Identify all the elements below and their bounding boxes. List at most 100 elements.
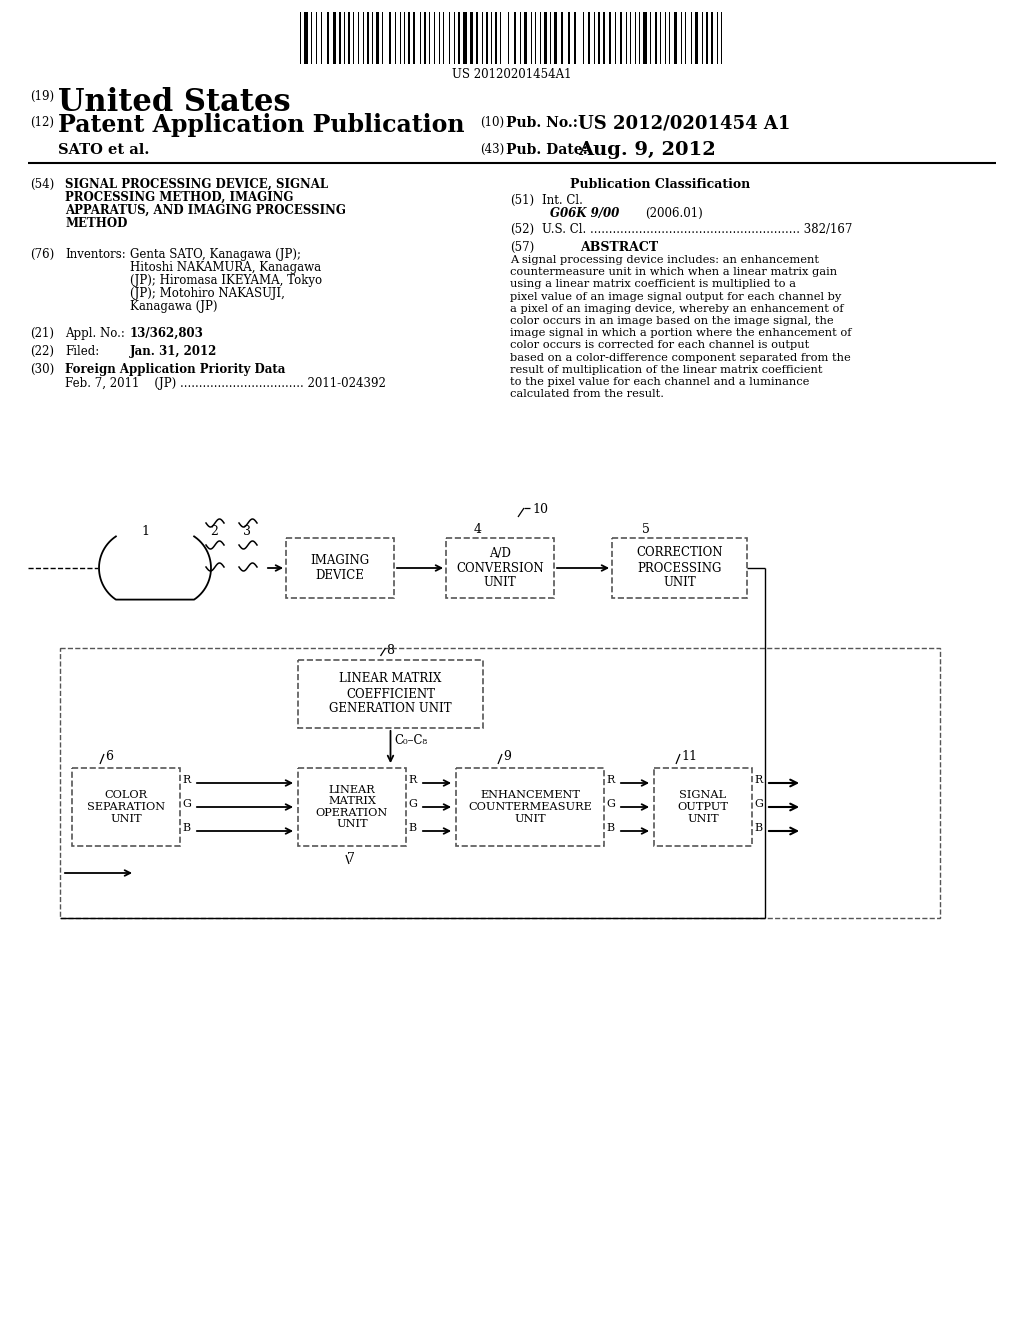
Text: R: R xyxy=(754,775,762,785)
Text: Pub. No.:: Pub. No.: xyxy=(506,116,578,129)
Text: Jan. 31, 2012: Jan. 31, 2012 xyxy=(130,345,217,358)
Bar xyxy=(298,768,406,846)
Text: METHOD: METHOD xyxy=(65,216,127,230)
Bar xyxy=(643,12,647,63)
Bar xyxy=(286,539,394,598)
Text: 6: 6 xyxy=(105,750,113,763)
Text: (21): (21) xyxy=(30,327,54,341)
Bar xyxy=(60,648,940,917)
Bar xyxy=(389,12,391,63)
Text: Kanagawa (JP): Kanagawa (JP) xyxy=(130,300,217,313)
Bar xyxy=(339,12,341,63)
Text: 4: 4 xyxy=(474,523,482,536)
Text: G: G xyxy=(408,799,417,809)
Text: (54): (54) xyxy=(30,178,54,191)
Text: (51): (51) xyxy=(510,194,535,207)
Bar xyxy=(603,12,605,63)
Bar xyxy=(588,12,590,63)
Text: 9: 9 xyxy=(503,750,511,763)
Text: Foreign Application Priority Data: Foreign Application Priority Data xyxy=(65,363,286,376)
Text: Pub. Date:: Pub. Date: xyxy=(506,143,588,157)
Text: (2006.01): (2006.01) xyxy=(645,207,702,220)
Text: B: B xyxy=(754,822,762,833)
Text: R: R xyxy=(606,775,614,785)
Text: SIGNAL
OUTPUT
UNIT: SIGNAL OUTPUT UNIT xyxy=(678,791,728,824)
Bar xyxy=(655,12,657,63)
Text: LINEAR
MATRIX
OPERATION
UNIT: LINEAR MATRIX OPERATION UNIT xyxy=(315,784,388,829)
Text: C₀–C₈: C₀–C₈ xyxy=(394,734,428,747)
Text: (19): (19) xyxy=(30,90,54,103)
Text: SATO et al.: SATO et al. xyxy=(58,143,150,157)
Text: US 20120201454A1: US 20120201454A1 xyxy=(453,69,571,81)
Bar xyxy=(674,12,677,63)
Text: Publication Classification: Publication Classification xyxy=(570,178,751,191)
Text: US 2012/0201454 A1: US 2012/0201454 A1 xyxy=(578,114,791,132)
Text: 5: 5 xyxy=(642,523,650,536)
Text: R: R xyxy=(182,775,190,785)
Bar xyxy=(470,12,473,63)
Bar xyxy=(598,12,600,63)
Text: 8: 8 xyxy=(386,644,394,657)
Text: A signal processing device includes: an enhancement: A signal processing device includes: an … xyxy=(510,255,819,265)
Text: a pixel of an imaging device, whereby an enhancement of: a pixel of an imaging device, whereby an… xyxy=(510,304,844,314)
Bar xyxy=(424,12,426,63)
Text: (JP); Hiromasa IKEYAMA, Tokyo: (JP); Hiromasa IKEYAMA, Tokyo xyxy=(130,275,323,286)
Text: 11: 11 xyxy=(681,750,697,763)
Text: (JP); Motohiro NAKASUJI,: (JP); Motohiro NAKASUJI, xyxy=(130,286,285,300)
Bar xyxy=(524,12,527,63)
Text: APPARATUS, AND IMAGING PROCESSING: APPARATUS, AND IMAGING PROCESSING xyxy=(65,205,346,216)
Text: calculated from the result.: calculated from the result. xyxy=(510,389,664,399)
Text: Feb. 7, 2011    (JP) ................................. 2011-024392: Feb. 7, 2011 (JP) ......................… xyxy=(65,378,386,389)
Text: 1: 1 xyxy=(141,525,150,539)
Bar xyxy=(568,12,570,63)
Text: CORRECTION
PROCESSING
UNIT: CORRECTION PROCESSING UNIT xyxy=(636,546,723,590)
Text: B: B xyxy=(408,822,416,833)
Text: (57): (57) xyxy=(510,242,535,253)
Text: SIGNAL PROCESSING DEVICE, SIGNAL: SIGNAL PROCESSING DEVICE, SIGNAL xyxy=(65,178,328,191)
Text: G: G xyxy=(754,799,763,809)
Text: United States: United States xyxy=(58,87,291,117)
Bar xyxy=(367,12,369,63)
Text: B: B xyxy=(182,822,190,833)
Text: (52): (52) xyxy=(510,223,535,236)
Bar xyxy=(456,768,604,846)
Bar xyxy=(476,12,478,63)
Text: (10): (10) xyxy=(480,116,504,129)
Text: countermeasure unit in which when a linear matrix gain: countermeasure unit in which when a line… xyxy=(510,267,838,277)
Bar xyxy=(348,12,350,63)
Text: B: B xyxy=(606,822,614,833)
Bar xyxy=(298,660,483,729)
Text: 7: 7 xyxy=(347,851,355,865)
Bar xyxy=(514,12,516,63)
Text: COLOR
SEPARATION
UNIT: COLOR SEPARATION UNIT xyxy=(87,791,165,824)
Text: using a linear matrix coefficient is multiplied to a: using a linear matrix coefficient is mul… xyxy=(510,280,796,289)
Text: PROCESSING METHOD, IMAGING: PROCESSING METHOD, IMAGING xyxy=(65,191,293,205)
Bar xyxy=(72,768,180,846)
Bar xyxy=(695,12,698,63)
Text: (43): (43) xyxy=(480,143,504,156)
Text: ABSTRACT: ABSTRACT xyxy=(580,242,658,253)
Polygon shape xyxy=(99,536,211,599)
Text: pixel value of an image signal output for each channel by: pixel value of an image signal output fo… xyxy=(510,292,842,301)
Bar xyxy=(376,12,379,63)
Text: based on a color-difference component separated from the: based on a color-difference component se… xyxy=(510,352,851,363)
Text: Genta SATO, Kanagawa (JP);: Genta SATO, Kanagawa (JP); xyxy=(130,248,301,261)
Bar xyxy=(463,12,467,63)
Text: G: G xyxy=(606,799,614,809)
Text: Inventors:: Inventors: xyxy=(65,248,126,261)
Text: (76): (76) xyxy=(30,248,54,261)
Text: G06K 9/00: G06K 9/00 xyxy=(550,207,620,220)
Text: (22): (22) xyxy=(30,345,54,358)
Bar xyxy=(333,12,336,63)
Bar xyxy=(495,12,497,63)
Bar xyxy=(458,12,460,63)
Text: color occurs is corrected for each channel is output: color occurs is corrected for each chann… xyxy=(510,341,809,350)
Bar xyxy=(413,12,415,63)
Bar xyxy=(554,12,557,63)
Text: (30): (30) xyxy=(30,363,54,376)
Bar xyxy=(327,12,329,63)
Text: R: R xyxy=(408,775,416,785)
Text: 2: 2 xyxy=(210,525,218,539)
Text: 3: 3 xyxy=(243,525,251,539)
Text: Patent Application Publication: Patent Application Publication xyxy=(58,114,465,137)
